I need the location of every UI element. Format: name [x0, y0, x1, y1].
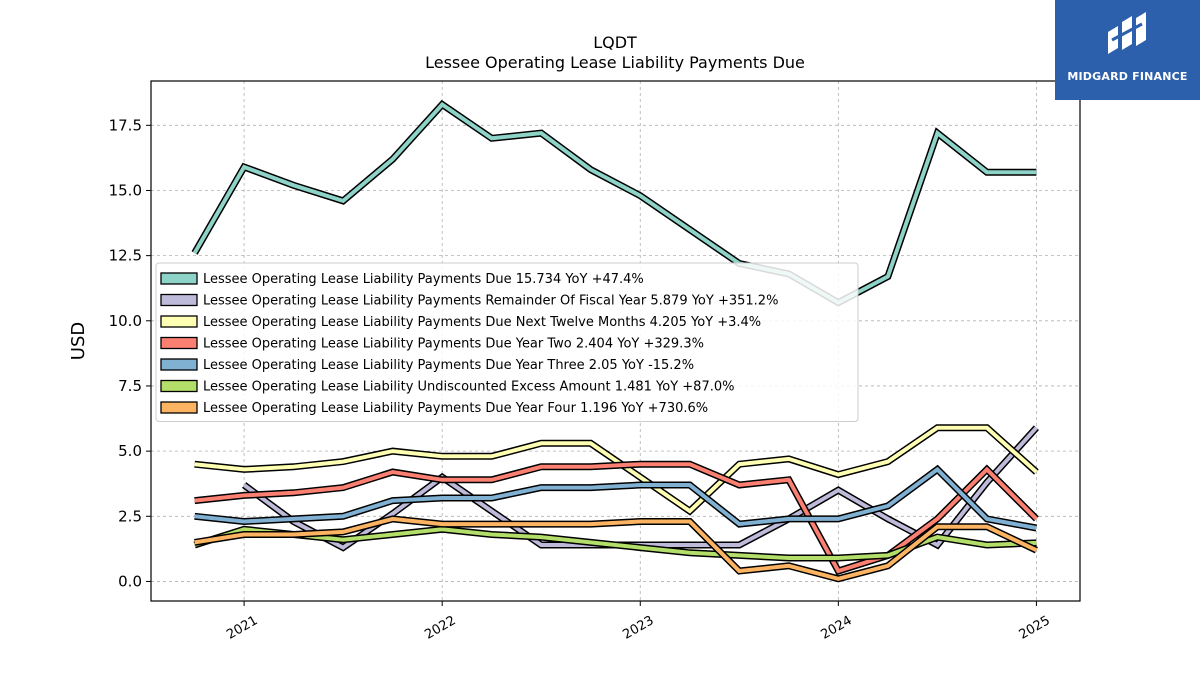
chart-title: LQDT: [593, 33, 637, 52]
legend-swatch: [160, 401, 198, 414]
y-axis-label: USD: [68, 322, 89, 360]
legend-swatch: [160, 379, 198, 393]
legend-swatch: [160, 272, 198, 285]
x-tick-label: 2022: [422, 613, 458, 643]
legend-entry: Lessee Operating Lease Liability Payment…: [203, 315, 761, 330]
brand-logo: MIDGARD FINANCE: [1055, 0, 1200, 100]
x-tick-label: 2025: [1017, 613, 1053, 643]
legend-box: [155, 262, 859, 422]
y-tick-label: 15.0: [109, 181, 142, 199]
y-tick-label: 2.5: [118, 507, 142, 525]
series-line: [194, 425, 1038, 514]
legend-entry: Lessee Operating Lease Liability Payment…: [203, 272, 644, 287]
series-5: [193, 525, 1037, 562]
x-tick-label: 2024: [819, 613, 855, 643]
legend-swatch: [160, 358, 198, 371]
legend-entry: Lessee Operating Lease Liability Undisco…: [203, 380, 734, 395]
legend-entry: Lessee Operating Lease Liability Payment…: [203, 358, 694, 373]
legend-entry: Lessee Operating Lease Liability Payment…: [203, 401, 708, 416]
x-tick-label: 2023: [620, 613, 656, 643]
logo-mark-icon: [1108, 12, 1146, 54]
series-line: [194, 516, 1038, 581]
x-tick-label: 2021: [224, 613, 260, 643]
x-ticks: 2021 2022 2023 2024 2025: [224, 601, 1053, 643]
legend-entry: Lessee Operating Lease Liability Payment…: [203, 294, 778, 309]
y-tick-label: 0.0: [118, 572, 142, 590]
y-tick-label: 7.5: [118, 377, 142, 395]
series-4: [194, 464, 1038, 532]
series-layer: [191, 99, 1039, 583]
y-tick-label: 12.5: [109, 247, 142, 265]
legend-entry: Lessee Operating Lease Liability Payment…: [203, 337, 704, 352]
legend-swatch: [160, 293, 198, 307]
plot-frame: [150, 80, 1081, 602]
series-2: [194, 424, 1039, 516]
y-tick-label: 5.0: [118, 442, 142, 460]
series-line: [192, 101, 1037, 305]
legend-swatch: [160, 315, 198, 328]
series-line-outline: [194, 424, 1039, 516]
legend: Lessee Operating Lease Liability Payment…: [155, 262, 859, 422]
series-line: [193, 527, 1037, 560]
legend-swatch: [160, 336, 198, 350]
chart-subtitle: Lessee Operating Lease Liability Payment…: [425, 53, 805, 72]
y-ticks: 0.0 2.5 5.0 7.5 10.0 12.5 15.0 17.5: [109, 116, 151, 590]
y-tick-label: 17.5: [109, 116, 142, 134]
series-0: [191, 99, 1037, 307]
series-line: [194, 466, 1037, 530]
logo-text: MIDGARD FINANCE: [1067, 70, 1188, 83]
y-tick-label: 10.0: [109, 312, 142, 330]
series-6: [194, 515, 1038, 583]
